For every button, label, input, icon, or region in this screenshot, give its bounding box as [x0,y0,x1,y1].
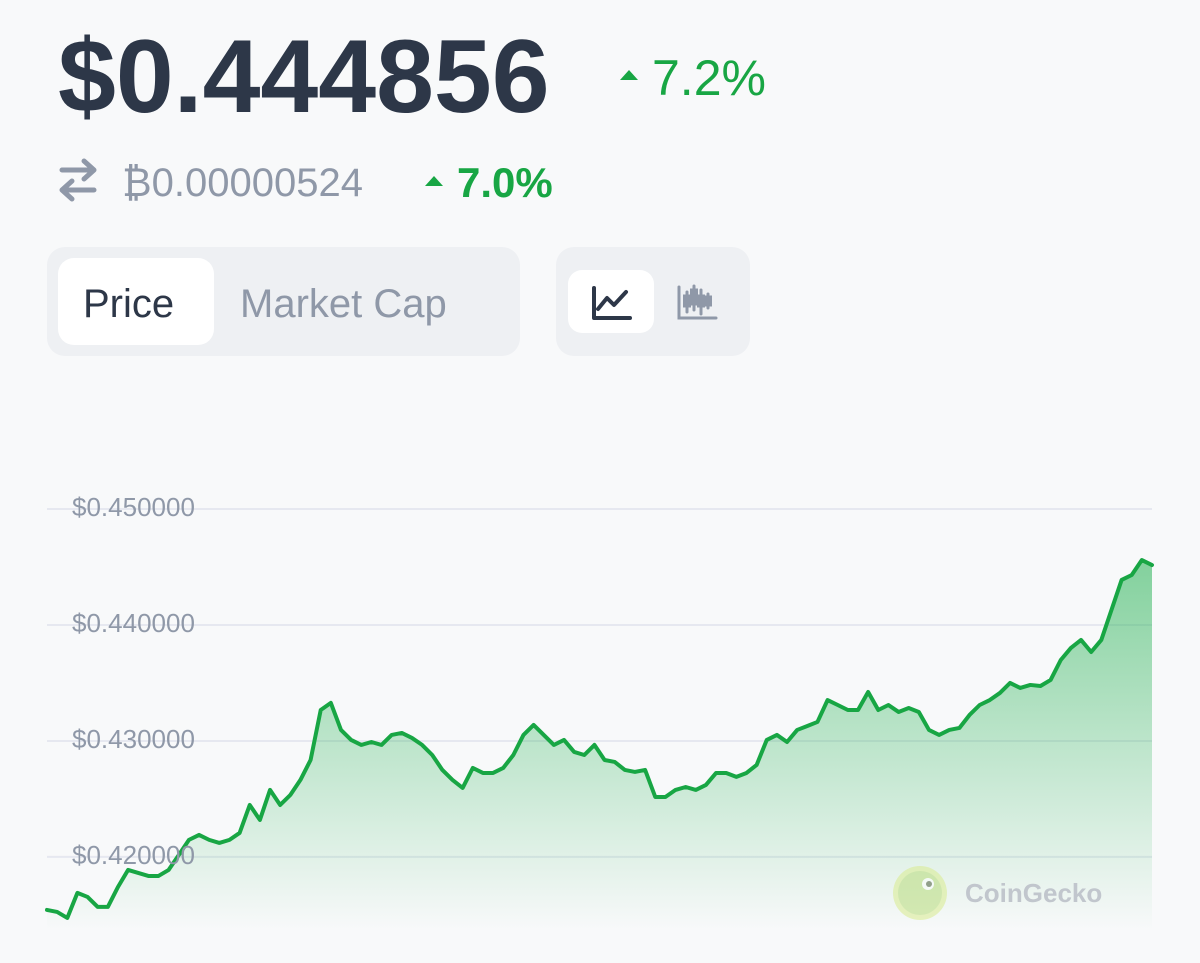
line-chart-icon [592,286,632,320]
plot: $0.420000 $0.430000 $0.440000 $0.450000 [45,492,1154,930]
y-tick-label: $0.430000 [72,724,195,754]
up-arrow [620,70,638,80]
swap-icon [59,158,97,202]
btc-change: 7.0% [457,159,553,206]
price: $0.444856 [58,19,550,135]
area [47,560,1152,930]
price-change: 7.2% [652,50,766,106]
watermark-logo [893,866,947,920]
y-tick-label: $0.420000 [72,840,195,870]
price-line [45,558,1154,920]
tab-price[interactable]: Price [83,282,174,326]
candlestick-icon[interactable] [677,284,718,320]
tab-market-cap[interactable]: Market Cap [240,282,447,326]
tab-active[interactable] [58,258,214,345]
btc-price: ₿0.00000524 [122,161,363,205]
up-arrow [425,176,443,186]
y-tick-label: $0.450000 [72,492,195,522]
y-tick-label: $0.440000 [72,608,195,638]
watermark-text: CoinGecko [965,878,1102,908]
